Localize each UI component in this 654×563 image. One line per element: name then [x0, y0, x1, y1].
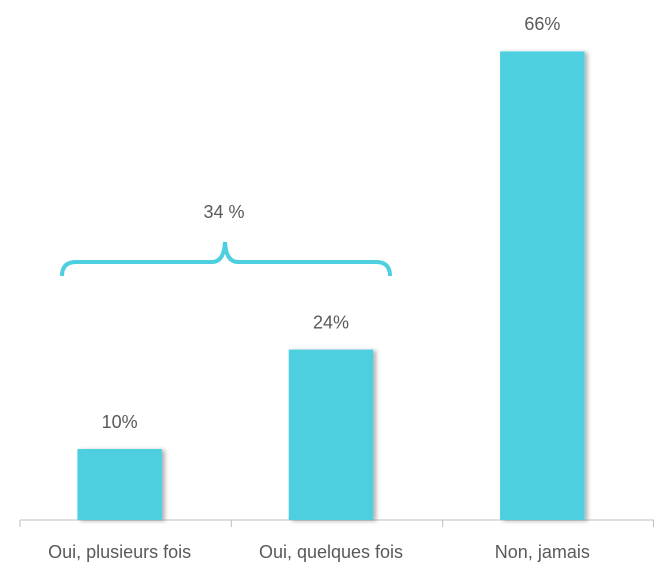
- value-label: 66%: [524, 14, 560, 34]
- x-tick-label: Oui, quelques fois: [259, 542, 403, 562]
- value-label: 10%: [102, 412, 138, 432]
- value-label: 24%: [313, 312, 349, 332]
- x-tick-label: Oui, plusieurs fois: [48, 542, 191, 562]
- brace: [60, 241, 392, 277]
- bar: [288, 349, 374, 520]
- bar: [77, 449, 162, 520]
- annotation: 34 %: [203, 202, 244, 222]
- x-tick-label: Non, jamais: [495, 542, 590, 562]
- bar: [500, 51, 585, 521]
